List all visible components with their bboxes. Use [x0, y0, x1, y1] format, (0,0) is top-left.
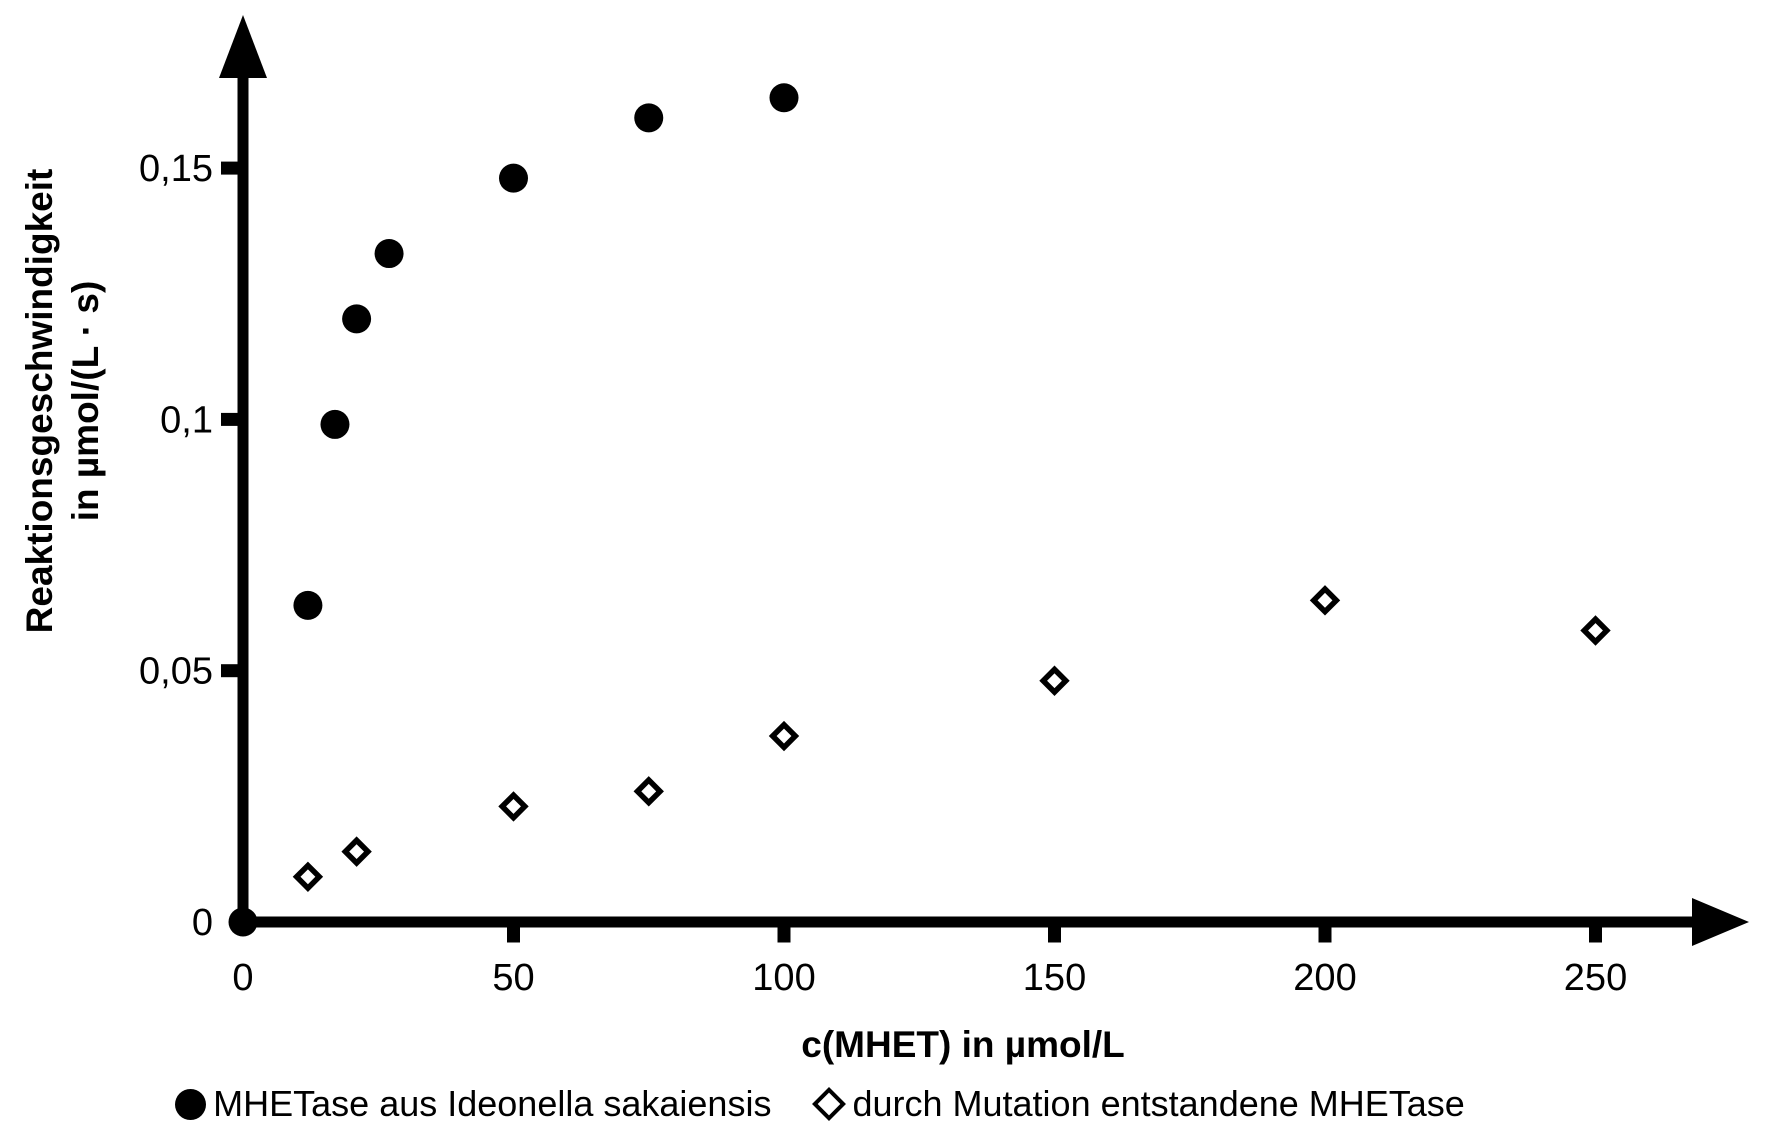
y-tick	[221, 161, 238, 175]
x-axis-arrowhead	[1692, 898, 1749, 946]
y-axis-title-line2: in µmol/(L · s)	[64, 280, 106, 522]
y-axis-arrowhead	[219, 15, 267, 78]
data-point-mutant	[1039, 665, 1070, 696]
x-tick	[1318, 927, 1332, 943]
legend: MHETase aus Ideonella sakaiensis durch M…	[0, 1076, 1640, 1132]
x-tick	[1589, 927, 1602, 943]
open-diamond-icon	[812, 1087, 847, 1121]
data-point-wildtype	[499, 163, 528, 193]
data-point-mutant	[768, 720, 800, 752]
data-point-wildtype	[769, 83, 799, 113]
legend-item-wildtype: MHETase aus Ideonella sakaiensis	[175, 1083, 771, 1125]
y-tick-label: 0,05	[139, 651, 213, 693]
legend-label-mutant: durch Mutation entstandene MHETase	[852, 1083, 1465, 1124]
x-tick	[777, 927, 791, 943]
y-axis-title-line1: Reaktionsgeschwindigkeit	[19, 168, 60, 634]
x-axis-title: c(MHET) in µmol/L	[801, 1024, 1125, 1065]
data-point-wildtype	[293, 590, 323, 620]
data-point-mutant	[498, 791, 529, 822]
y-tick-label: 0,1	[160, 399, 213, 441]
y-tick	[221, 412, 238, 426]
y-tick-label: 0,15	[139, 148, 213, 190]
x-tick-label: 250	[1564, 957, 1627, 999]
data-point-mutant	[341, 836, 372, 867]
y-axis-title: Reaktionsgeschwindigkeit in µmol/(L · s)	[17, 0, 109, 811]
x-tick	[1048, 927, 1061, 943]
x-tick-label: 150	[1023, 957, 1086, 999]
data-point-wildtype	[228, 907, 258, 937]
data-point-mutant	[1309, 585, 1341, 616]
legend-item-mutant: durch Mutation entstandene MHETase	[812, 1083, 1465, 1125]
x-tick-label: 100	[752, 957, 815, 999]
data-point-mutant	[633, 776, 664, 807]
data-point-mutant	[292, 861, 324, 892]
data-point-wildtype	[342, 304, 372, 334]
legend-label-wildtype: MHETase aus Ideonella sakaiensis	[213, 1083, 772, 1124]
data-point-wildtype	[320, 409, 350, 439]
data-point-mutant	[1580, 615, 1611, 646]
x-tick	[507, 927, 520, 943]
x-tick-label: 200	[1293, 957, 1356, 999]
y-tick-label: 0	[192, 902, 213, 944]
data-point-wildtype	[374, 239, 404, 269]
x-tick-label: 50	[492, 957, 534, 999]
x-tick-label: 0	[232, 957, 253, 999]
filled-circle-icon	[175, 1088, 207, 1120]
y-tick	[221, 664, 238, 678]
data-point-wildtype	[634, 103, 664, 133]
